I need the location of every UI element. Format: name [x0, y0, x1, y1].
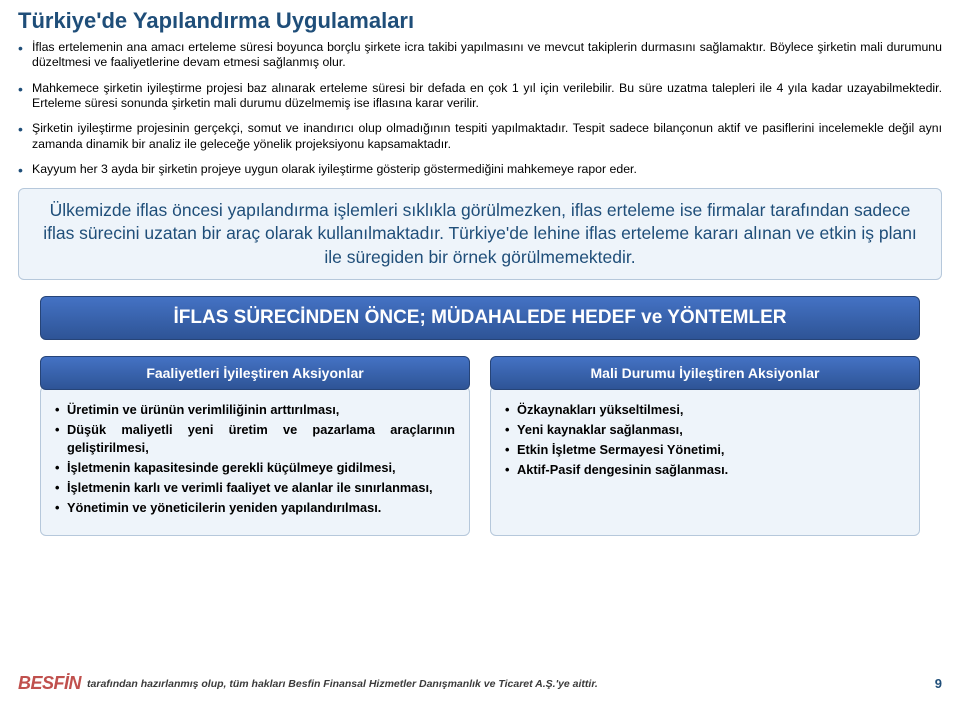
right-column-body: Özkaynakları yükseltilmesi, Yeni kaynakl…: [490, 386, 920, 536]
bullet-item: Mahkemece şirketin iyileştirme projesi b…: [18, 81, 942, 112]
page-number: 9: [935, 676, 942, 691]
footer: BESFİN tarafından hazırlanmış olup, tüm …: [18, 673, 942, 694]
main-bullets: İflas ertelemenin ana amacı erteleme sür…: [18, 40, 942, 178]
right-column-header: Mali Durumu İyileştiren Aksiyonlar: [490, 356, 920, 390]
left-column: Faaliyetleri İyileştiren Aksiyonlar Üret…: [40, 356, 470, 536]
list-item: Yeni kaynaklar sağlanması,: [505, 421, 905, 439]
list-item: Düşük maliyetli yeni üretim ve pazarlama…: [55, 421, 455, 457]
page-title: Türkiye'de Yapılandırma Uygulamaları: [18, 8, 942, 34]
left-column-body: Üretimin ve ürünün verimliliğinin arttır…: [40, 386, 470, 536]
logo: BESFİN: [18, 673, 81, 694]
footer-text: tarafından hazırlanmış olup, tüm hakları…: [87, 678, 598, 690]
list-item: Özkaynakları yükseltilmesi,: [505, 401, 905, 419]
right-column: Mali Durumu İyileştiren Aksiyonlar Özkay…: [490, 356, 920, 536]
bullet-item: Kayyum her 3 ayda bir şirketin projeye u…: [18, 162, 942, 177]
bullet-item: Şirketin iyileştirme projesinin gerçekçi…: [18, 121, 942, 152]
highlight-box: Ülkemizde iflas öncesi yapılandırma işle…: [18, 188, 942, 281]
two-column-layout: Faaliyetleri İyileştiren Aksiyonlar Üret…: [18, 356, 942, 536]
section-bar: İFLAS SÜRECİNDEN ÖNCE; MÜDAHALEDE HEDEF …: [40, 296, 920, 340]
list-item: Etkin İşletme Sermayesi Yönetimi,: [505, 441, 905, 459]
left-column-header: Faaliyetleri İyileştiren Aksiyonlar: [40, 356, 470, 390]
list-item: Üretimin ve ürünün verimliliğinin arttır…: [55, 401, 455, 419]
list-item: İşletmenin karlı ve verimli faaliyet ve …: [55, 479, 455, 497]
bullet-item: İflas ertelemenin ana amacı erteleme sür…: [18, 40, 942, 71]
list-item: Yönetimin ve yöneticilerin yeniden yapıl…: [55, 499, 455, 517]
list-item: Aktif-Pasif dengesinin sağlanması.: [505, 461, 905, 479]
list-item: İşletmenin kapasitesinde gerekli küçülme…: [55, 459, 455, 477]
